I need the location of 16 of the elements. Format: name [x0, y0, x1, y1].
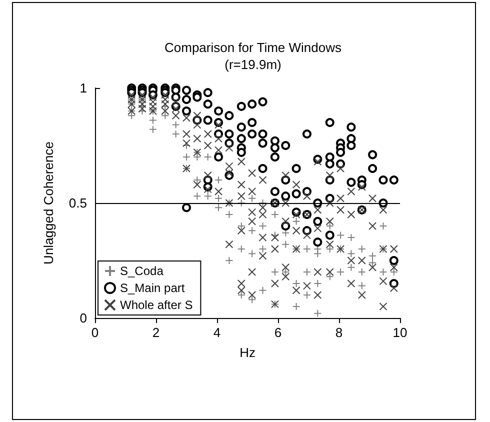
y-tick-label: 1 [80, 80, 87, 96]
x-tick-label: 2 [152, 325, 160, 340]
legend-label: S_Main part [120, 281, 186, 295]
x-tick-label: 6 [274, 325, 282, 340]
y-tick-label: 0 [80, 310, 87, 326]
legend-label: Whole after S [120, 298, 193, 312]
x-axis-title: Hz [240, 345, 256, 360]
chart-title: Comparison for Time Windows [164, 40, 342, 55]
chart-subtitle: (r=19.9m) [224, 57, 282, 72]
legend-label: S_Coda [120, 264, 164, 278]
x-tick-label: 0 [91, 325, 99, 340]
y-axis-title: Unlagged Coherence [41, 142, 56, 264]
y-tick-label: 0.5 [68, 196, 87, 210]
x-tick-label: 10 [392, 325, 408, 340]
x-tick-label: 8 [335, 325, 343, 340]
x-tick-label: 4 [213, 325, 221, 340]
